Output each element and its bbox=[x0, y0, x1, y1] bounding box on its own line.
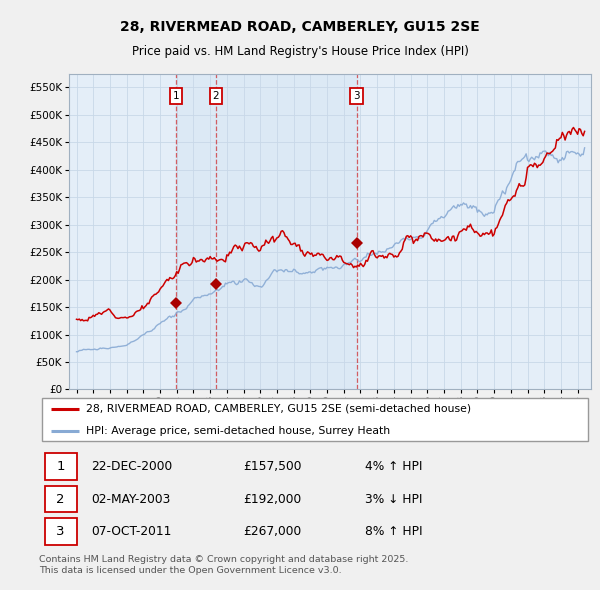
FancyBboxPatch shape bbox=[44, 519, 77, 545]
FancyBboxPatch shape bbox=[44, 454, 77, 480]
Text: 2: 2 bbox=[56, 493, 65, 506]
Text: 1: 1 bbox=[173, 91, 179, 101]
Text: 8% ↑ HPI: 8% ↑ HPI bbox=[365, 525, 422, 538]
Bar bbox=[216, 74, 356, 389]
Text: 07-OCT-2011: 07-OCT-2011 bbox=[91, 525, 172, 538]
Text: 1: 1 bbox=[56, 460, 65, 473]
Text: 3: 3 bbox=[353, 91, 360, 101]
Text: HPI: Average price, semi-detached house, Surrey Heath: HPI: Average price, semi-detached house,… bbox=[86, 426, 390, 436]
Bar bbox=[176, 74, 216, 389]
Text: 28, RIVERMEAD ROAD, CAMBERLEY, GU15 2SE (semi-detached house): 28, RIVERMEAD ROAD, CAMBERLEY, GU15 2SE … bbox=[86, 404, 471, 414]
Text: 4% ↑ HPI: 4% ↑ HPI bbox=[365, 460, 422, 473]
Text: £192,000: £192,000 bbox=[243, 493, 301, 506]
FancyBboxPatch shape bbox=[42, 398, 588, 441]
Text: 28, RIVERMEAD ROAD, CAMBERLEY, GU15 2SE: 28, RIVERMEAD ROAD, CAMBERLEY, GU15 2SE bbox=[120, 19, 480, 34]
Text: 3% ↓ HPI: 3% ↓ HPI bbox=[365, 493, 422, 506]
Text: 3: 3 bbox=[56, 525, 65, 538]
Text: 02-MAY-2003: 02-MAY-2003 bbox=[91, 493, 171, 506]
Text: £267,000: £267,000 bbox=[243, 525, 301, 538]
Text: 22-DEC-2000: 22-DEC-2000 bbox=[91, 460, 173, 473]
Text: £157,500: £157,500 bbox=[243, 460, 302, 473]
Text: Price paid vs. HM Land Registry's House Price Index (HPI): Price paid vs. HM Land Registry's House … bbox=[131, 45, 469, 58]
FancyBboxPatch shape bbox=[44, 486, 77, 512]
Text: Contains HM Land Registry data © Crown copyright and database right 2025.
This d: Contains HM Land Registry data © Crown c… bbox=[39, 555, 409, 575]
Text: 2: 2 bbox=[212, 91, 219, 101]
